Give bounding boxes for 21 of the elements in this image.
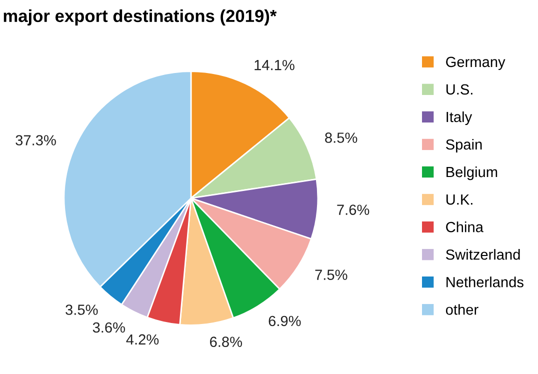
- legend-label: Switzerland: [446, 249, 520, 260]
- data-label: 14.1%: [254, 60, 294, 70]
- data-label: 6.9%: [268, 316, 301, 326]
- legend-label: China: [446, 222, 484, 232]
- legend-label: Spain: [446, 138, 482, 153]
- legend-label: Netherlands: [446, 276, 524, 288]
- data-label: 7.6%: [337, 204, 370, 215]
- legend-label: Italy: [446, 111, 472, 126]
- legend-label: U.S.: [446, 84, 472, 95]
- data-label: 37.3%: [16, 135, 56, 146]
- data-label: 3.6%: [92, 322, 126, 333]
- legend-label: other: [446, 304, 478, 315]
- data-label: 7.5%: [315, 270, 348, 280]
- data-label: 3.5%: [66, 304, 98, 315]
- data-label: 4.2%: [126, 334, 159, 345]
- data-label: 6.8%: [210, 336, 242, 347]
- legend-label: Belgium: [446, 166, 498, 180]
- chart-title: major export destinations (2019)*: [4, 9, 277, 26]
- legend-label: U.K.: [446, 194, 472, 205]
- data-label: 8.5%: [325, 132, 358, 143]
- legend-label: Germany: [446, 56, 506, 70]
